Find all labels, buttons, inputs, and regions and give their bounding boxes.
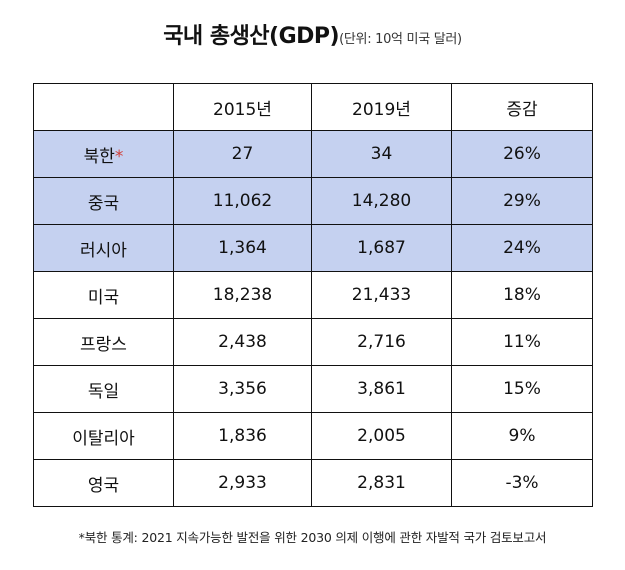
- table-row: 독일 3,356 3,861 15%: [33, 365, 593, 413]
- country-name: 영국: [87, 475, 120, 496]
- country-name: 북한: [83, 146, 115, 167]
- value-2015-cell: 3,356: [173, 365, 312, 413]
- table-row: 중국 11,062 14,280 29%: [33, 177, 593, 225]
- value-2015-cell: 27: [173, 130, 312, 178]
- header-row: 2015년 2019년 증감: [33, 83, 593, 131]
- change-cell: 11%: [451, 318, 593, 366]
- header-2019: 2019년: [311, 83, 452, 131]
- change-cell: 26%: [451, 130, 593, 178]
- table-row: 이탈리아 1,836 2,005 9%: [33, 412, 593, 460]
- table-row: 영국 2,933 2,831 -3%: [33, 459, 593, 507]
- change-cell: 18%: [451, 271, 593, 319]
- table-row: 러시아 1,364 1,687 24%: [33, 224, 593, 272]
- country-cell: 이탈리아: [33, 412, 174, 460]
- value-2015-cell: 18,238: [173, 271, 312, 319]
- change-cell: 24%: [451, 224, 593, 272]
- value-2015-cell: 1,364: [173, 224, 312, 272]
- table-row: 미국 18,238 21,433 18%: [33, 271, 593, 319]
- footnote: *북한 통계: 2021 지속가능한 발전을 위한 2030 의제 이행에 관한…: [78, 530, 547, 545]
- table-body: 북한* 27 34 26% 중국 11,062 14,280 29% 러시아 1,364 1,687…: [33, 130, 593, 507]
- country-name: 중국: [87, 193, 120, 214]
- change-cell: -3%: [451, 459, 593, 507]
- change-cell: 9%: [451, 412, 593, 460]
- table-row: 프랑스 2,438 2,716 11%: [33, 318, 593, 366]
- country-cell: 프랑스: [33, 318, 174, 366]
- value-2019-cell: 21,433: [311, 271, 452, 319]
- value-2015-cell: 1,836: [173, 412, 312, 460]
- value-2019-cell: 2,716: [311, 318, 452, 366]
- change-cell: 29%: [451, 177, 593, 225]
- table-row: 북한* 27 34 26%: [33, 130, 593, 178]
- country-name: 독일: [87, 381, 120, 402]
- country-cell: 북한*: [33, 130, 174, 178]
- value-2015-cell: 11,062: [173, 177, 312, 225]
- value-2019-cell: 1,687: [311, 224, 452, 272]
- value-2019-cell: 2,831: [311, 459, 452, 507]
- value-2019-cell: 3,861: [311, 365, 452, 413]
- value-2019-cell: 2,005: [311, 412, 452, 460]
- country-cell: 미국: [33, 271, 174, 319]
- title-unit: (단위: 10억 미국 달러): [339, 32, 462, 47]
- chart-title: 국내 총생산(GDP)(단위: 10억 미국 달러): [0, 18, 625, 50]
- header-change: 증감: [451, 83, 593, 131]
- gdp-table: 2015년 2019년 증감 북한* 27 34 26% 중국 11,062 14,280 2…: [33, 83, 593, 507]
- country-cell: 영국: [33, 459, 174, 507]
- header-empty: [33, 83, 174, 131]
- country-cell: 중국: [33, 177, 174, 225]
- country-name: 이탈리아: [72, 428, 135, 449]
- country-cell: 독일: [33, 365, 174, 413]
- value-2019-cell: 34: [311, 130, 452, 178]
- country-name: 미국: [87, 287, 120, 308]
- value-2019-cell: 14,280: [311, 177, 452, 225]
- change-cell: 15%: [451, 365, 593, 413]
- title-main: 국내 총생산(GDP): [163, 24, 340, 49]
- header-2015: 2015년: [173, 83, 312, 131]
- country-name: 프랑스: [80, 334, 127, 355]
- country-cell: 러시아: [33, 224, 174, 272]
- footnote-marker: *: [114, 146, 124, 167]
- value-2015-cell: 2,933: [173, 459, 312, 507]
- value-2015-cell: 2,438: [173, 318, 312, 366]
- country-name: 러시아: [80, 240, 127, 261]
